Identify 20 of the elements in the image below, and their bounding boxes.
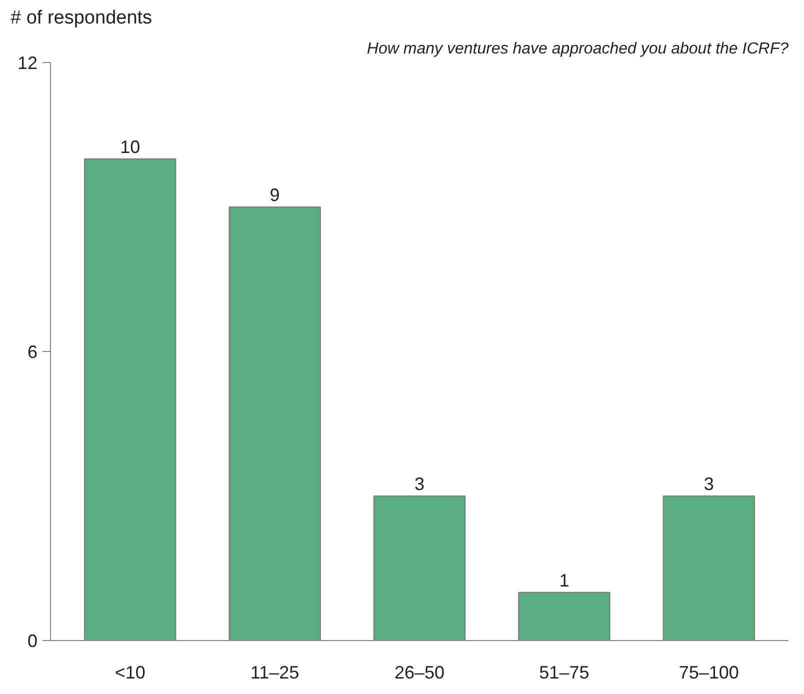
data-label: 3 xyxy=(704,474,714,494)
x-tick-label: 11–25 xyxy=(250,662,300,682)
data-label: 10 xyxy=(120,136,140,157)
bar xyxy=(662,496,755,640)
y-axis-title: # of respondents xyxy=(10,8,152,28)
bar xyxy=(228,206,321,640)
bar xyxy=(84,158,176,640)
x-tick-label: <10 xyxy=(114,662,146,682)
x-tick-label: 26–50 xyxy=(394,662,445,682)
data-label: 9 xyxy=(270,185,280,205)
y-tick-label: 6 xyxy=(27,342,38,362)
x-tick-label: 75–100 xyxy=(678,662,739,682)
data-label: 3 xyxy=(414,474,425,494)
bar xyxy=(518,592,610,640)
chart-subtitle: How many ventures have approached you about the ICRF? xyxy=(366,40,789,58)
y-tick-label: 12 xyxy=(17,53,38,73)
bar xyxy=(373,496,466,640)
x-tick-label: 51–75 xyxy=(539,662,590,682)
data-label: 1 xyxy=(559,570,570,590)
y-tick-label: 0 xyxy=(27,631,38,651)
